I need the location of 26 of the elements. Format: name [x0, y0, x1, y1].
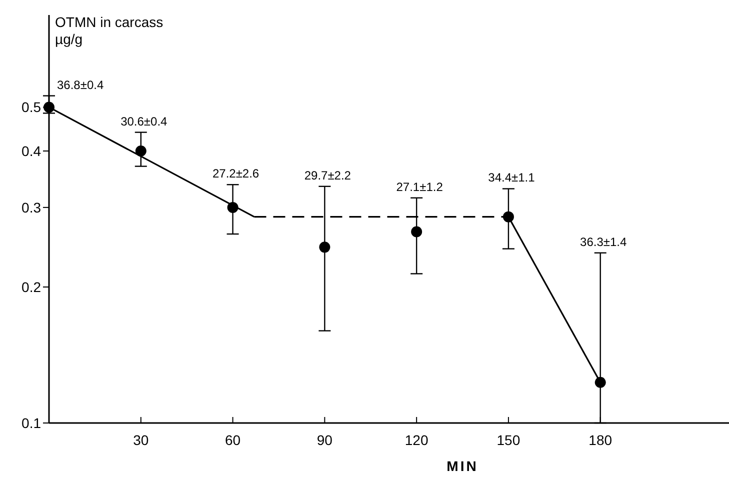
x-axis-title: MIN	[446, 458, 478, 474]
y-tick-label: 0.2	[22, 279, 42, 295]
point	[411, 226, 422, 238]
y-tick-label: 0.3	[22, 199, 42, 216]
y-axis-title: OTMN in carcass µg/g	[55, 14, 164, 47]
annotation: 27.2±2.6	[212, 166, 260, 181]
x-tick-label: 30	[133, 432, 149, 448]
x-tick-label: 120	[404, 432, 428, 448]
point	[135, 146, 146, 156]
point	[502, 211, 514, 222]
y-tick-label: 0.5	[22, 99, 42, 116]
x-tick-label: 60	[224, 432, 241, 448]
x-tick-label: 180	[588, 432, 612, 448]
annotation: 27.1±1.2	[396, 180, 444, 194]
annotation: 30.6±0.4	[120, 114, 168, 128]
point	[227, 202, 238, 213]
y-tick-label: 0.4	[22, 143, 42, 159]
x-tick-label: 90	[316, 432, 333, 448]
annotation: 34.4±1.1	[488, 170, 536, 185]
point	[594, 376, 606, 388]
y-tick-label: 0.1	[22, 415, 42, 431]
annotation: 29.7±2.2	[304, 168, 352, 182]
annotation: 36.8±0.4	[57, 78, 104, 92]
x-tick-label: 150	[496, 432, 520, 448]
annotation: 36.3±1.4	[580, 234, 627, 249]
point	[319, 242, 330, 253]
